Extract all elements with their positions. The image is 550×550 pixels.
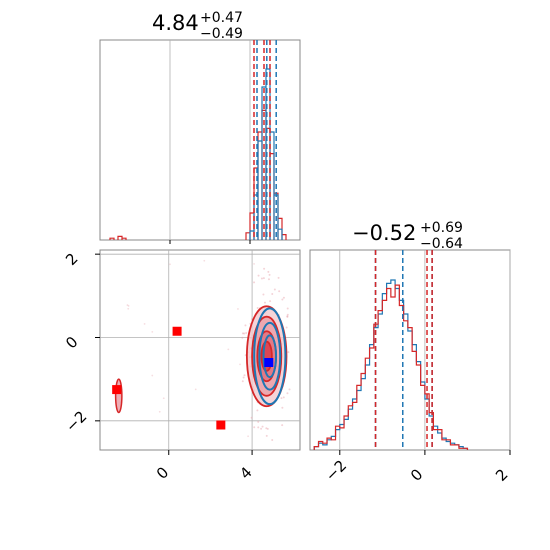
scatter-x-tick-label: 0 bbox=[153, 463, 172, 482]
scatter-sample-point bbox=[158, 410, 161, 413]
scatter-sample-point bbox=[151, 374, 154, 377]
scatter-sample-point bbox=[257, 420, 260, 423]
scatter-sample-point bbox=[286, 315, 289, 318]
scatter-sample-point bbox=[262, 277, 265, 280]
scatter-sample-point bbox=[247, 435, 249, 438]
scatter-sample-point bbox=[242, 376, 245, 379]
scatter-sample-point bbox=[278, 290, 281, 293]
scatter-blue-contour bbox=[258, 321, 282, 391]
scatter-sample-point bbox=[241, 380, 244, 383]
scatter-sample-point bbox=[169, 263, 171, 266]
scatter-sample-point bbox=[273, 288, 276, 291]
scatter-sample-point bbox=[287, 351, 290, 354]
scatter-sample-point bbox=[277, 276, 280, 279]
scatter-blue-contour bbox=[262, 334, 278, 379]
scatter-sample-point bbox=[127, 305, 130, 307]
scatter-sample-point bbox=[244, 324, 247, 327]
scatter-sample-point bbox=[263, 267, 266, 270]
scatter-sample-point bbox=[253, 426, 256, 429]
scatter-sample-point bbox=[262, 293, 265, 296]
scatter-red-marker bbox=[216, 420, 226, 430]
scatter-sample-point bbox=[271, 438, 274, 441]
scatter-sample-point bbox=[257, 274, 260, 277]
hist2-red-steps bbox=[313, 284, 469, 450]
scatter-frame bbox=[99, 249, 301, 451]
scatter-sample-point bbox=[282, 396, 285, 399]
scatter-sample-point bbox=[285, 326, 288, 329]
scatter-sample-point bbox=[162, 397, 165, 400]
scatter-sample-point bbox=[261, 425, 264, 428]
hist1-red-steps bbox=[109, 109, 287, 240]
scatter-sample-point bbox=[268, 273, 271, 276]
scatter-sample-point bbox=[271, 293, 274, 296]
title-param2-plus: +0.69 bbox=[420, 220, 463, 236]
scatter-y-tick-label: −2 bbox=[62, 407, 90, 435]
scatter-sample-point bbox=[267, 270, 270, 273]
histogram-param2 bbox=[313, 250, 469, 450]
scatter-sample-point bbox=[256, 307, 259, 310]
scatter-sample-point bbox=[243, 374, 246, 377]
scatter-sample-point bbox=[281, 424, 284, 427]
scatter-sample-point bbox=[286, 307, 289, 310]
scatter-sample-point bbox=[243, 332, 246, 335]
hist1-blue-steps bbox=[249, 68, 283, 240]
scatter-sample-point bbox=[127, 307, 130, 310]
title-param1-median: 4.84 bbox=[152, 11, 199, 35]
scatter-sample-point bbox=[194, 388, 197, 391]
hist2-blue-steps bbox=[313, 279, 469, 450]
scatter-sample-point bbox=[241, 336, 244, 339]
scatter-sample-point bbox=[260, 427, 263, 430]
scatter-blue-contour bbox=[253, 307, 287, 406]
scatter-sample-point bbox=[143, 323, 146, 325]
scatter-sample-point bbox=[286, 392, 289, 395]
scatter-sample-point bbox=[237, 308, 239, 310]
scatter-red-marker bbox=[172, 326, 182, 336]
title-param1-plus: +0.47 bbox=[200, 10, 243, 26]
scatter-y-tick-label: 2 bbox=[62, 250, 81, 269]
scatter-sample-point bbox=[282, 296, 285, 299]
title-param1-minus: −0.49 bbox=[200, 26, 243, 42]
scatter-sample-point bbox=[269, 300, 272, 303]
scatter-sample-point bbox=[286, 315, 289, 318]
scatter-sample-point bbox=[203, 259, 206, 262]
scatter-sample-point bbox=[227, 348, 230, 351]
title-param2-minus: −0.64 bbox=[420, 236, 463, 252]
scatter-red-island-contour bbox=[114, 378, 123, 414]
scatter-sample-point bbox=[288, 388, 291, 391]
scatter-sample-point bbox=[265, 427, 268, 430]
scatter-sample-point bbox=[250, 416, 253, 419]
scatter-panel-marks bbox=[112, 259, 291, 441]
hist2-x-tick-label: 2 bbox=[492, 465, 511, 484]
hist2-x-tick-label: 0 bbox=[407, 465, 426, 484]
scatter-sample-point bbox=[241, 332, 244, 335]
scatter-sample-point bbox=[245, 331, 248, 334]
scatter-y-tick-label: 0 bbox=[62, 333, 81, 352]
scatter-sample-point bbox=[265, 434, 268, 437]
scatter-sample-point bbox=[260, 277, 263, 280]
scatter-sample-point bbox=[253, 281, 256, 284]
hist2-x-tick-label: −2 bbox=[322, 456, 350, 484]
scatter-red-marker bbox=[112, 385, 122, 395]
scatter-sample-point bbox=[256, 409, 259, 412]
top-histogram-frame bbox=[99, 39, 301, 241]
scatter-x-tick-label: 4 bbox=[236, 463, 255, 482]
scatter-blue-marker bbox=[264, 358, 274, 367]
title-param2-median: −0.52 bbox=[352, 221, 416, 245]
scatter-sample-point bbox=[281, 298, 284, 301]
scatter-sample-point bbox=[280, 397, 283, 400]
scatter-sample-point bbox=[257, 426, 260, 429]
scatter-sample-point bbox=[286, 313, 289, 316]
grid-lines bbox=[100, 40, 511, 450]
scatter-sample-point bbox=[263, 301, 266, 304]
scatter-sample-point bbox=[239, 363, 241, 366]
histogram-param1 bbox=[109, 40, 287, 240]
scatter-sample-point bbox=[267, 278, 270, 281]
scatter-sample-point bbox=[253, 263, 255, 265]
scatter-sample-point bbox=[266, 427, 269, 430]
scatter-sample-point bbox=[126, 304, 129, 306]
scatter-sample-point bbox=[151, 331, 154, 333]
scatter-sample-point bbox=[281, 406, 284, 409]
